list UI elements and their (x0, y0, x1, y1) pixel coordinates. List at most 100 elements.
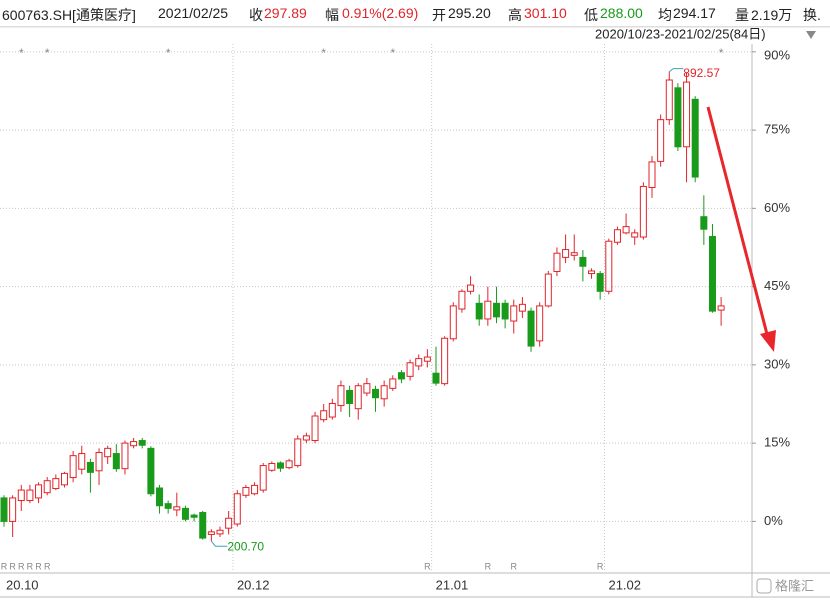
candle-body (432, 372, 440, 384)
candle-body (639, 185, 647, 238)
candle-body (441, 337, 449, 385)
candle-body (43, 480, 51, 494)
rights-flag: R (1, 561, 8, 571)
header-item: 295.20 (448, 5, 491, 21)
candle-body (631, 232, 639, 238)
y-tick-label: 60% (764, 200, 790, 215)
rights-flag: R (35, 561, 42, 571)
candle-body (9, 497, 17, 522)
dropdown-arrow[interactable] (806, 31, 816, 39)
y-tick-label: 45% (764, 278, 790, 293)
candle-body (570, 252, 578, 256)
header-item: 高 (508, 7, 522, 23)
candle-body (285, 460, 293, 469)
candle-body (691, 98, 699, 178)
rights-flag: R (511, 561, 518, 571)
candle-body (52, 478, 60, 490)
candle-body (518, 303, 526, 312)
candle-body (294, 438, 302, 467)
rights-flag: R (18, 561, 25, 571)
candle-body (458, 290, 466, 310)
candle-body (700, 216, 708, 230)
candle-body (207, 531, 215, 535)
event-flag: * (19, 46, 24, 60)
candle-body (467, 284, 475, 292)
candle-body (648, 161, 656, 188)
header-item: 0.91%(2.69) (342, 5, 419, 21)
candle-body (216, 529, 224, 535)
x-tick-label: 20.12 (237, 577, 270, 592)
rights-flag: R (485, 561, 492, 571)
candle-body (449, 305, 457, 340)
header-item: 开 (432, 7, 446, 23)
candle-body (259, 465, 267, 491)
candle-body (147, 447, 155, 495)
candle-body (622, 226, 630, 234)
header-item: 288.00 (600, 5, 643, 21)
event-flag: * (166, 46, 171, 60)
quote-header: 600763.SH[通策医疗] 2021/02/25 收 297.89 幅 0.… (0, 0, 830, 27)
candle-body (251, 484, 259, 495)
rights-flag: R (44, 561, 51, 571)
trend-arrowhead (760, 330, 776, 352)
candle-body (605, 240, 613, 292)
candle-body (302, 435, 310, 441)
candle-body (613, 229, 621, 243)
min-label: 200.70 (227, 539, 264, 553)
header-item: 换. (803, 7, 821, 23)
candle-body (536, 305, 544, 342)
x-tick-label: 21.01 (436, 577, 469, 592)
candle-body (311, 415, 319, 442)
candle-body (674, 87, 682, 148)
candle-body (397, 372, 405, 380)
candle-body (181, 507, 189, 520)
min-pointer (210, 540, 228, 547)
candle-body (475, 302, 483, 320)
header-item: 297.89 (264, 5, 307, 21)
candle-body (380, 385, 388, 400)
candle-body (423, 356, 431, 362)
candle-body (138, 440, 146, 446)
candle-body (415, 358, 423, 367)
candle-body (527, 310, 535, 347)
y-tick-label: 0% (764, 513, 783, 528)
candle-body (190, 514, 198, 518)
candle-body (225, 517, 233, 529)
candle-body (596, 273, 604, 292)
candle-body (156, 487, 164, 507)
event-flag: * (45, 46, 50, 60)
candle-body (199, 512, 207, 539)
candle-body (233, 493, 241, 525)
header-item: 301.10 (524, 5, 567, 21)
candle-body (337, 385, 345, 407)
candle-body (363, 383, 371, 394)
candle-body (492, 302, 500, 318)
header-item: 600763.SH[通策医疗] (2, 7, 136, 23)
x-tick-label: 20.10 (6, 577, 39, 592)
rights-flag: R (597, 561, 604, 571)
candle-body (354, 385, 362, 410)
candle-body (130, 441, 138, 447)
candle-body (268, 462, 276, 471)
candle-body (276, 462, 284, 469)
candle-body (320, 410, 328, 421)
logo-icon (756, 578, 772, 594)
candle-body (510, 305, 518, 322)
candle-body (579, 256, 587, 267)
candle-body (112, 453, 120, 470)
candle-body (26, 489, 34, 502)
candle-body (484, 300, 492, 320)
event-flag: * (390, 46, 395, 60)
candle-body (69, 455, 77, 479)
candle-body (164, 503, 172, 509)
candle-body (665, 79, 673, 121)
candle-body (588, 270, 596, 275)
header-item: 幅 (325, 7, 339, 23)
candle-body (35, 484, 43, 499)
y-tick-label: 30% (764, 356, 790, 371)
x-tick-label: 21.02 (608, 577, 641, 592)
rights-flag: R (27, 561, 34, 571)
header-item: 低 (584, 7, 598, 23)
candle-body (173, 506, 181, 511)
candle-body (86, 461, 94, 473)
